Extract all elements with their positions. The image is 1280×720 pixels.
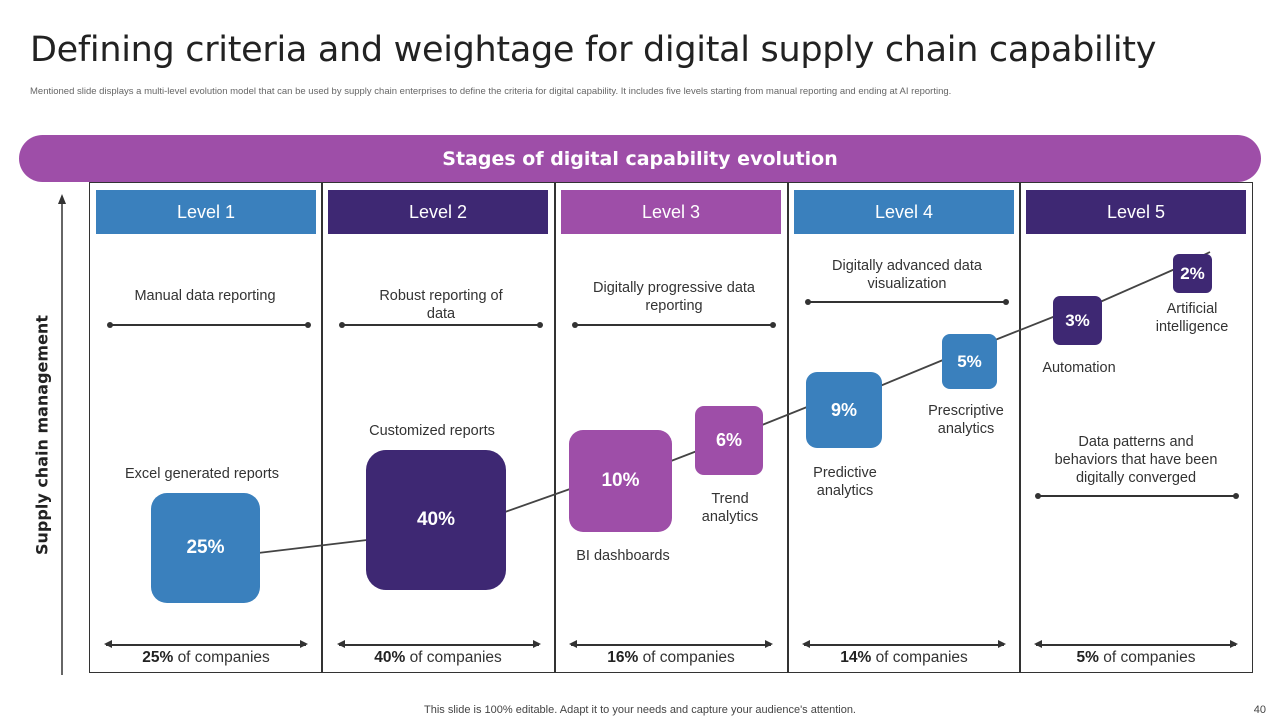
level-4-range-arrow — [802, 641, 1006, 647]
bi-dashboards-box: 10% — [569, 430, 672, 532]
level-4-stage: Digitally advanced data visualization — [832, 258, 982, 292]
level-5-companies: 5% of companies — [1026, 649, 1246, 667]
automation-label: Automation — [1042, 360, 1116, 376]
level-4-companies: 14% of companies — [794, 649, 1014, 667]
prescriptive-analytics-box: 5% — [942, 334, 997, 389]
level-2-companies: 40% of companies — [328, 649, 548, 667]
level-5-stage-line — [1035, 493, 1239, 498]
bi-dashboards-label: BI dashboards — [576, 548, 670, 564]
level-3-companies: 16% of companies — [561, 649, 781, 667]
level-3-companies-text: of companies — [642, 649, 735, 666]
level-3-header: Level 3 — [561, 190, 781, 234]
level-1-header: Level 1 — [96, 190, 316, 234]
level-2-stage-line — [339, 322, 543, 327]
customized-reports-box: 40% — [366, 450, 506, 590]
trend-analytics-label: Trend analytics — [701, 491, 759, 525]
page-subtitle: Mentioned slide displays a multi-level e… — [30, 86, 952, 97]
column-divider — [1019, 182, 1021, 673]
excel-reports-box: 25% — [151, 493, 260, 603]
level-1-companies-text: of companies — [177, 649, 270, 666]
level-1-companies: 25% of companies — [96, 649, 316, 667]
level-5-companies-text: of companies — [1103, 649, 1196, 666]
level-5-range-arrow — [1034, 641, 1238, 647]
level-5-header: Level 5 — [1026, 190, 1246, 234]
page-number: 40 — [1253, 704, 1266, 716]
level-5-stage: Data patterns and behaviors that have be… — [1054, 434, 1218, 486]
levels-table-frame — [89, 182, 1253, 673]
column-divider — [321, 182, 323, 673]
level-3-range-arrow — [569, 641, 773, 647]
artificial-intelligence-box: 2% — [1173, 254, 1212, 293]
customized-reports-label: Customized reports — [369, 423, 495, 439]
predictive-analytics-label: Predictive analytics — [813, 465, 877, 499]
level-2-companies-text: of companies — [409, 649, 502, 666]
column-divider — [787, 182, 789, 673]
level-5-percent: 5% — [1076, 649, 1099, 666]
column-divider — [554, 182, 556, 673]
level-1-percent: 25% — [142, 649, 174, 666]
stages-banner: Stages of digital capability evolution — [19, 135, 1261, 182]
trend-analytics-box: 6% — [695, 406, 763, 475]
level-4-stage-line — [805, 299, 1009, 304]
level-4-percent: 14% — [840, 649, 872, 666]
level-2-stage: Robust reporting of data — [379, 288, 503, 322]
level-3-percent: 16% — [607, 649, 639, 666]
artificial-intelligence-label: Artificial intelligence — [1155, 301, 1229, 335]
level-2-range-arrow — [337, 641, 541, 647]
prescriptive-analytics-label: Prescriptive analytics — [928, 403, 1004, 437]
level-4-companies-text: of companies — [875, 649, 968, 666]
excel-reports-label: Excel generated reports — [125, 466, 279, 482]
level-2-percent: 40% — [374, 649, 406, 666]
automation-box: 3% — [1053, 296, 1102, 345]
footer-note: This slide is 100% editable. Adapt it to… — [424, 704, 856, 716]
predictive-analytics-box: 9% — [806, 372, 882, 448]
level-4-header: Level 4 — [794, 190, 1014, 234]
level-1-range-arrow — [104, 641, 308, 647]
level-1-stage: Manual data reporting — [134, 288, 276, 304]
page-title: Defining criteria and weightage for digi… — [30, 30, 1157, 70]
level-3-stage: Digitally progressive data reporting — [593, 280, 755, 314]
level-1-stage-line — [107, 322, 311, 327]
level-2-header: Level 2 — [328, 190, 548, 234]
level-3-stage-line — [572, 322, 776, 327]
